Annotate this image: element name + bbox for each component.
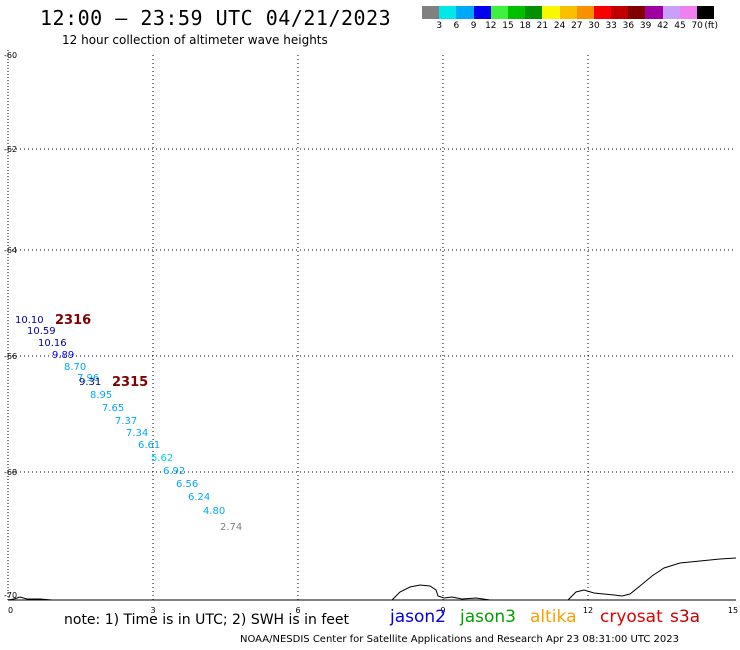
latitude-labels: -60 -62 -64 -66 -68 -70 — [4, 51, 17, 600]
legend-swatch — [662, 6, 680, 19]
legend-swatch — [439, 6, 457, 19]
wave-height-value: 4.80 — [203, 506, 225, 517]
legend-label: 42 — [657, 21, 669, 31]
wave-height-value: 2.74 — [220, 522, 242, 533]
satellite-name: jason2 — [390, 607, 446, 627]
satellite-name: s3a — [670, 607, 701, 627]
wave-height-value: 7.65 — [102, 403, 124, 414]
legend-label: 36 — [622, 21, 635, 31]
longitude-label: 12 — [583, 606, 593, 615]
map-title: 12:00 – 23:59 UTC 04/21/2023 — [40, 6, 392, 30]
latitude-label: -64 — [4, 246, 17, 255]
wave-height-value: 6.24 — [188, 492, 210, 503]
pass-label: 2316 — [55, 313, 91, 328]
wave-height-value: 6.56 — [176, 479, 198, 490]
map-gridlines — [8, 55, 736, 600]
map-subtitle: 12 hour collection of altimeter wave hei… — [62, 33, 328, 47]
legend-swatches — [422, 6, 715, 19]
longitude-labels: 0 3 6 9 12 15 — [8, 606, 738, 615]
wave-height-legend: 3 6 9 12 15 18 21 24 27 30 33 36 39 42 45 70 (ft) — [422, 6, 718, 31]
legend-swatch — [576, 6, 594, 19]
legend-swatch — [679, 6, 697, 19]
wave-height-value: 7.34 — [126, 428, 148, 439]
wave-height-value: 7.96 — [77, 373, 99, 384]
legend-swatch — [542, 6, 560, 19]
legend-label: 12 — [485, 21, 497, 31]
legend-swatch — [559, 6, 577, 19]
wave-height-value: 8.95 — [90, 390, 112, 401]
wave-height-value: 9.89 — [52, 350, 74, 361]
wave-height-value: 10.59 — [27, 326, 56, 337]
footer-note: note: 1) Time is in UTC; 2) SWH is in fe… — [64, 612, 350, 628]
longitude-label: 0 — [8, 606, 13, 615]
legend-label: 9 — [470, 21, 477, 31]
longitude-label: 3 — [150, 606, 155, 615]
latitude-label: -70 — [4, 591, 17, 600]
wave-height-value: 10.10 — [15, 315, 44, 326]
latitude-label: -62 — [4, 145, 17, 154]
latitude-label: -60 — [4, 51, 17, 60]
coastline — [7, 557, 737, 601]
satellite-name: altika — [530, 607, 577, 627]
longitude-label: 6 — [295, 606, 300, 615]
legend-label: 27 — [571, 21, 583, 31]
satellite-name: cryosat — [600, 607, 663, 627]
wave-height-value: 10.16 — [38, 338, 67, 349]
legend-label: 45 — [674, 21, 686, 31]
pass-labels: 2316 2315 — [55, 313, 148, 390]
legend-swatch — [611, 6, 629, 19]
legend-label: 30 — [588, 21, 600, 31]
legend-swatch — [628, 6, 646, 19]
legend-unit: (ft) — [704, 21, 718, 31]
legend-label: 6 — [453, 21, 460, 31]
latitude-label: -66 — [4, 352, 17, 361]
longitude-label: 9 — [440, 606, 445, 615]
legend-swatch — [490, 6, 508, 19]
legend-swatch — [422, 6, 440, 19]
legend-label: 70 — [691, 21, 703, 31]
legend-label: 15 — [502, 21, 514, 31]
legend-swatch — [645, 6, 663, 19]
legend-swatch — [507, 6, 526, 19]
legend-label: 3 — [436, 21, 443, 31]
legend-swatch — [456, 6, 474, 19]
legend-labels: 3 6 9 12 15 18 21 24 27 30 33 36 39 42 45 70 (ft) — [422, 19, 718, 31]
wave-height-value: 5.62 — [151, 453, 173, 464]
wave-height-value: 6.92 — [163, 466, 185, 477]
latitude-label: -68 — [4, 468, 17, 477]
longitude-label: 15 — [728, 606, 738, 615]
satellite-name: jason3 — [460, 607, 516, 627]
legend-swatch — [473, 6, 491, 19]
legend-label: 24 — [553, 21, 566, 31]
wave-height-value: 9.31 — [79, 377, 101, 388]
legend-swatch — [593, 6, 612, 19]
wave-height-value: 7.37 — [115, 416, 137, 427]
legend-label: 39 — [639, 21, 652, 31]
legend-swatch — [525, 6, 543, 19]
legend-label: 21 — [536, 21, 549, 31]
wave-height-value: 6.61 — [138, 440, 160, 451]
legend-swatch — [697, 6, 715, 19]
legend-label: 18 — [519, 21, 531, 31]
pass-label: 2315 — [112, 375, 148, 390]
legend-label: 33 — [605, 21, 617, 31]
credit-line: NOAA/NESDIS Center for Satellite Applica… — [240, 634, 679, 645]
wave-height-value: 8.70 — [64, 362, 86, 373]
map-frame — [7, 50, 736, 601]
